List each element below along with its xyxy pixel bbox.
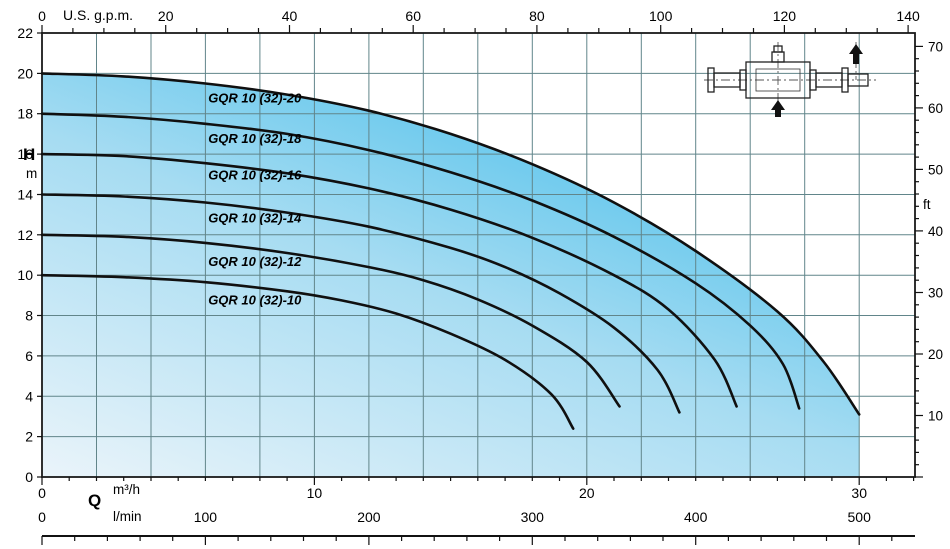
right-axis-tick-label: 20: [928, 347, 943, 362]
curve-label: GQR 10 (32)-16: [208, 167, 302, 182]
pump-body-inner: [755, 68, 801, 92]
top-axis-gpm: 0 20 40 60 80 100 120 140: [38, 8, 920, 33]
pump-curve: [40, 152, 738, 408]
flow-unit-lmin: l/min: [113, 509, 142, 524]
curve-label: GQR 10 (32)-18: [208, 131, 302, 146]
m3h-tick-label: 30: [851, 485, 867, 501]
right-axis-tick-label: 60: [928, 101, 943, 116]
flow-axis-symbol: Q: [88, 491, 102, 510]
vent-plug: [773, 45, 783, 53]
head-axis-symbol: H: [23, 145, 36, 164]
flow-unit-m3h: m³/h: [113, 482, 140, 497]
lmin-tick-label: 300: [521, 509, 545, 525]
curve-label: GQR 10 (32)-12: [208, 254, 302, 269]
top-axis-tick-label: 120: [773, 8, 797, 24]
lmin-tick-label: 100: [194, 509, 218, 525]
left-axis-tick-label: 6: [25, 348, 33, 364]
left-axis-tick-label: 0: [25, 469, 33, 485]
left-axis-tick-label: 20: [17, 65, 33, 81]
left-axis-tick-label: 22: [17, 25, 33, 41]
left-axis-tick-label: 2: [25, 429, 33, 445]
left-axis-tick-label: 4: [25, 388, 33, 404]
right-axis-tick-label: 50: [928, 162, 943, 177]
lmin-tick-label: 0: [38, 509, 46, 525]
pump-curve: [40, 112, 801, 410]
bottom-axis-m3h: 0 10 20 30: [38, 477, 915, 501]
top-axis-unit-label: U.S. g.p.m.: [63, 7, 134, 23]
top-axis-tick-label: 100: [649, 8, 673, 24]
curve-label: GQR 10 (32)-10: [208, 292, 302, 307]
head-axis-unit-ft: ft: [923, 197, 931, 212]
pump-curve: [40, 72, 861, 416]
outlet-stub: [847, 73, 869, 87]
left-axis-m: 0 2 4 6 8 10 12 14 16 18 20 22: [17, 25, 42, 485]
pump-curve: [40, 273, 575, 430]
right-axis-tick-label: 40: [928, 224, 943, 239]
top-axis-tick-label: 60: [405, 8, 421, 24]
top-axis-tick-label: 80: [529, 8, 545, 24]
left-axis-tick-label: 8: [25, 308, 33, 324]
right-axis-tick-label: 10: [928, 409, 943, 424]
right-axis-tick-label: 70: [928, 39, 943, 54]
top-axis-tick-label: 140: [896, 8, 920, 24]
pump-curve: [40, 193, 681, 414]
flow-arrow-up-right-icon: [849, 44, 863, 64]
left-axis-tick-label: 10: [17, 267, 33, 283]
left-axis-tick-label: 12: [17, 227, 33, 243]
m3h-tick-label: 10: [307, 485, 323, 501]
flow-arrow-up-center-icon: [771, 100, 785, 117]
top-axis-tick-label: 20: [158, 8, 174, 24]
pump-curves: GQR 10 (32)-20 GQR 10 (32)-18 GQR 10 (32)-…: [40, 72, 861, 430]
right-axis-tick-label: 30: [928, 286, 943, 301]
right-axis-ft: 10 20 30 40 50 60 70: [915, 39, 943, 478]
pump-curve: [40, 233, 621, 408]
top-axis-tick-label: 0: [38, 8, 46, 24]
m3h-tick-label: 0: [38, 485, 46, 501]
left-axis-tick-label: 16: [17, 146, 33, 162]
grid: [42, 33, 915, 477]
curve-label: GQR 10 (32)-14: [208, 211, 302, 226]
m3h-tick-label: 20: [579, 485, 595, 501]
left-axis-tick-label: 14: [17, 187, 33, 203]
top-axis-tick-label: 40: [282, 8, 298, 24]
head-axis-unit-m: m: [26, 166, 38, 181]
lmin-tick-label: 200: [357, 509, 381, 525]
bottom-axis-lmin: 0 100 200 300 400 500: [38, 509, 915, 545]
lmin-tick-label: 400: [684, 509, 708, 525]
lmin-tick-label: 500: [848, 509, 872, 525]
curve-label: GQR 10 (32)-20: [208, 91, 302, 106]
left-axis-tick-label: 18: [17, 106, 33, 122]
pump-installation-inset: [704, 42, 876, 117]
